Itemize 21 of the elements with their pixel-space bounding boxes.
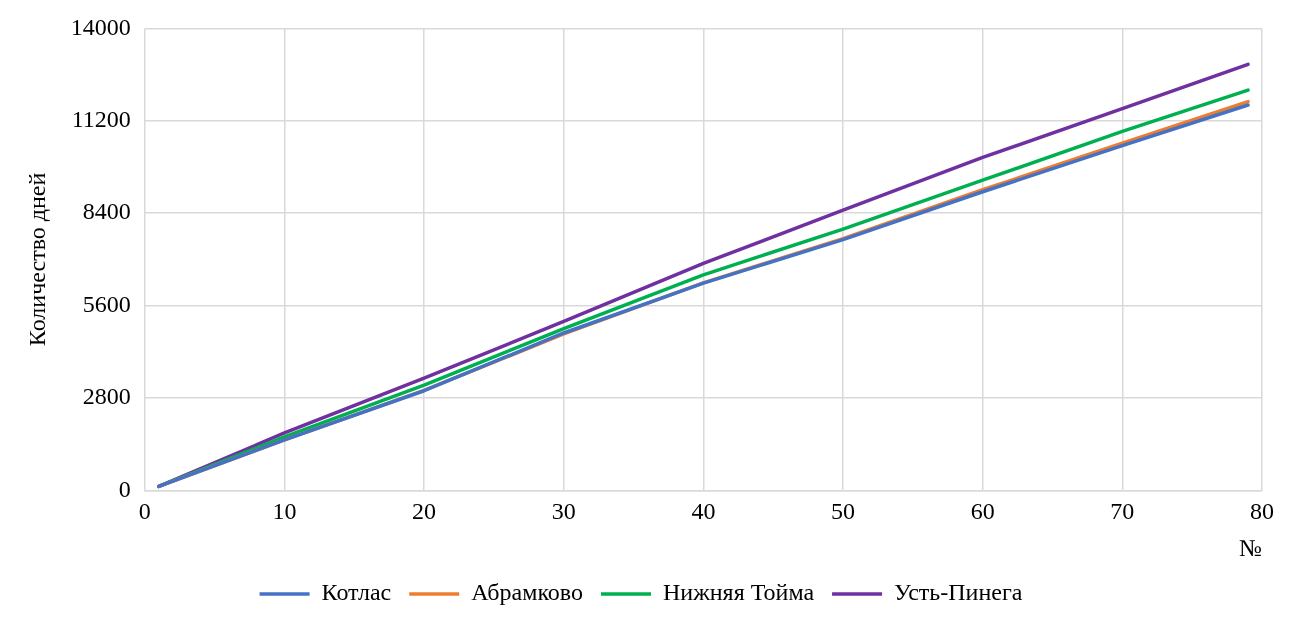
y-tick-label: 8400 (82, 198, 131, 225)
x-tick-label: 10 (272, 498, 297, 525)
x-tick-label: 0 (138, 498, 151, 525)
y-tick-label: 2800 (82, 383, 131, 410)
x-tick-label: 40 (691, 498, 716, 525)
x-tick-label: 20 (412, 498, 437, 525)
legend-label: Котлас (321, 579, 392, 606)
x-tick-label: 30 (551, 498, 576, 525)
y-tick-label: 0 (118, 475, 131, 502)
y-tick-label: 5600 (82, 290, 131, 317)
x-tick-label: 80 (1250, 498, 1274, 525)
x-tick-label: 50 (831, 498, 856, 525)
legend-label: Абрамково (471, 579, 584, 606)
y-tick-label: 14000 (70, 13, 131, 40)
legend-label: Нижняя Тойма (663, 579, 815, 606)
y-tick-label: 11200 (71, 106, 131, 133)
x-tick-label: 70 (1110, 498, 1135, 525)
x-axis-title: № (1239, 534, 1262, 561)
legend-label: Усть-Пинега (894, 579, 1023, 606)
x-tick-label: 60 (970, 498, 995, 525)
y-axis-title: Количество дней (23, 172, 50, 347)
